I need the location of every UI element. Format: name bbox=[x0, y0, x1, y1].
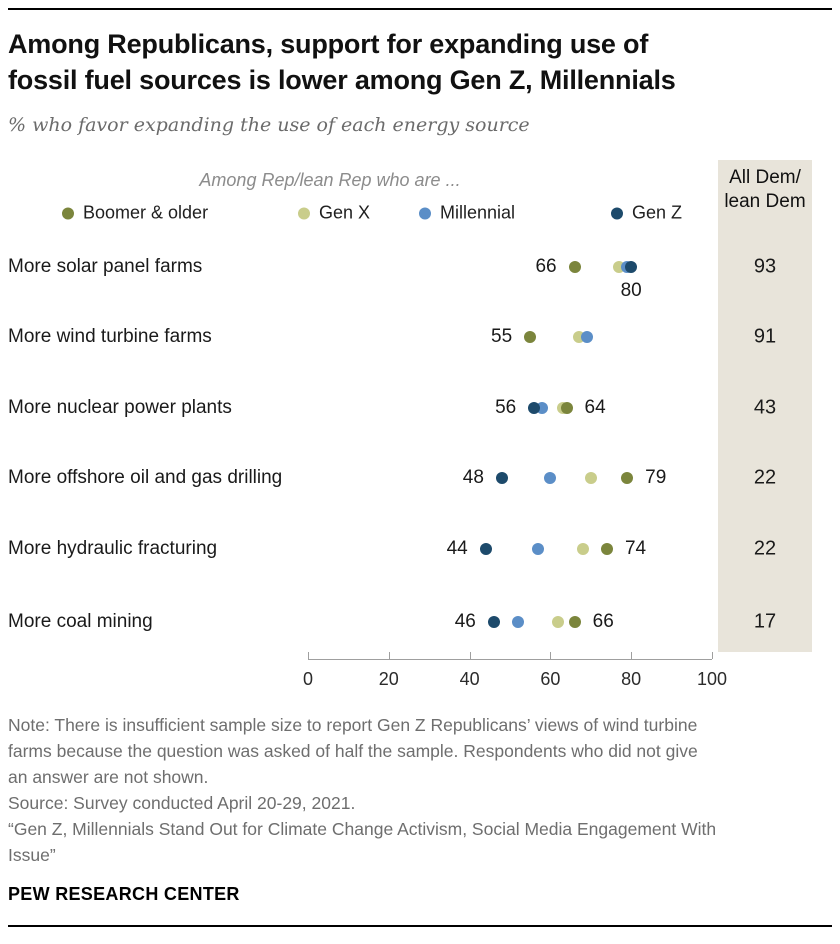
x-axis-tick bbox=[469, 652, 471, 659]
x-axis-tick bbox=[388, 652, 390, 659]
page-title-line-1: Among Republicans, support for expanding… bbox=[8, 29, 649, 59]
bottom-rule bbox=[8, 925, 832, 927]
dot-gen-z bbox=[487, 616, 500, 628]
row-category-label: More coal mining bbox=[8, 611, 153, 632]
dot-gen-x bbox=[552, 616, 565, 628]
value-label: 66 bbox=[535, 256, 557, 277]
dem-share-value: 93 bbox=[753, 255, 777, 278]
value-label: 66 bbox=[592, 611, 614, 632]
x-axis-tick bbox=[631, 652, 633, 659]
value-label: 46 bbox=[454, 611, 476, 632]
gen-z-dot-icon bbox=[611, 207, 623, 219]
value-label: 44 bbox=[446, 538, 468, 559]
legend-item-label: Gen X bbox=[319, 202, 371, 223]
x-axis-tick bbox=[550, 652, 552, 659]
dot-boomer-older bbox=[568, 261, 581, 273]
row-category-label: More hydraulic fracturing bbox=[8, 538, 218, 559]
dot-gen-z bbox=[625, 261, 638, 273]
page-title: Among Republicans, support for expanding… bbox=[8, 26, 832, 98]
dot-gen-x bbox=[584, 472, 597, 484]
x-axis-tick-label: 40 bbox=[459, 669, 480, 689]
dem-share-value: 22 bbox=[753, 537, 777, 560]
row-category-label: More solar panel farms bbox=[8, 256, 203, 277]
value-label: 64 bbox=[584, 397, 606, 418]
note-line: an answer are not shown. bbox=[8, 767, 209, 787]
dot-boomer-older bbox=[600, 543, 613, 555]
dot-gen-z bbox=[528, 402, 541, 414]
dot-plot-chart: All Dem/ lean Dem Among Rep/lean Rep who… bbox=[8, 142, 832, 694]
legend-context-label: Among Rep/lean Rep who are ... bbox=[199, 170, 461, 190]
chart-notes: Note: There is insufficient sample size … bbox=[8, 712, 832, 868]
note-line: Issue” bbox=[8, 845, 56, 865]
x-axis-tick-label: 100 bbox=[696, 669, 728, 689]
dot-millennial bbox=[580, 331, 593, 343]
note-line: farms because the question was asked of … bbox=[8, 741, 698, 761]
value-label: 56 bbox=[495, 397, 517, 418]
dem-column-background bbox=[718, 160, 812, 652]
x-axis-tick-label: 60 bbox=[540, 669, 561, 689]
legend-item-label: Boomer & older bbox=[83, 202, 209, 223]
row-category-label: More wind turbine farms bbox=[8, 326, 212, 347]
dem-share-value: 17 bbox=[753, 610, 777, 633]
dot-gen-x bbox=[576, 543, 589, 555]
dem-column-header: All Dem/ lean Dem bbox=[724, 167, 806, 212]
row-category-label: More nuclear power plants bbox=[8, 397, 232, 418]
x-axis-line bbox=[308, 659, 712, 660]
x-axis-tick bbox=[712, 652, 713, 659]
chart-subtitle: % who favor expanding the use of each en… bbox=[8, 114, 530, 136]
legend-item-label: Gen Z bbox=[632, 202, 683, 223]
dot-gen-z bbox=[479, 543, 492, 555]
x-axis-tick bbox=[308, 652, 309, 659]
value-label: 74 bbox=[624, 538, 647, 559]
x-axis-tick-label: 20 bbox=[378, 669, 399, 689]
dot-boomer-older bbox=[560, 402, 573, 414]
legend-item-gen-z: Gen Z bbox=[611, 203, 682, 224]
legend-item-label: Millennial bbox=[440, 202, 516, 223]
dot-boomer-older bbox=[568, 616, 581, 628]
dot-millennial bbox=[512, 616, 525, 628]
dem-share-value: 22 bbox=[753, 466, 777, 489]
millennial-dot-icon bbox=[419, 207, 431, 219]
note-line: “Gen Z, Millennials Stand Out for Climat… bbox=[8, 819, 717, 839]
dem-share-value: 43 bbox=[753, 396, 777, 419]
page-title-line-2: fossil fuel sources is lower among Gen Z… bbox=[8, 65, 676, 95]
dot-millennial bbox=[532, 543, 545, 555]
value-label: 48 bbox=[462, 467, 484, 488]
dot-boomer-older bbox=[621, 472, 634, 484]
note-line: Note: There is insufficient sample size … bbox=[8, 715, 698, 735]
legend-item-gen-x: Gen X bbox=[298, 203, 370, 224]
dot-millennial bbox=[544, 472, 557, 484]
note-line: Source: Survey conducted April 20-29, 20… bbox=[8, 793, 356, 813]
legend-item-boomer-older: Boomer & older bbox=[62, 203, 208, 224]
value-label: 55 bbox=[491, 326, 513, 347]
value-label: 79 bbox=[645, 467, 667, 488]
dot-gen-z bbox=[495, 472, 508, 484]
dem-share-value: 91 bbox=[753, 325, 777, 348]
gen-x-dot-icon bbox=[298, 207, 310, 219]
x-axis-tick-label: 0 bbox=[302, 669, 314, 689]
top-rule bbox=[8, 8, 832, 10]
legend-item-millennial: Millennial bbox=[419, 203, 515, 224]
dot-boomer-older bbox=[524, 331, 537, 343]
boomer-older-dot-icon bbox=[62, 207, 74, 219]
x-axis-tick-label: 80 bbox=[621, 669, 642, 689]
row-category-label: More offshore oil and gas drilling bbox=[8, 467, 283, 488]
brand-label: PEW RESEARCH CENTER bbox=[8, 884, 240, 904]
value-label: 80 bbox=[620, 280, 642, 301]
